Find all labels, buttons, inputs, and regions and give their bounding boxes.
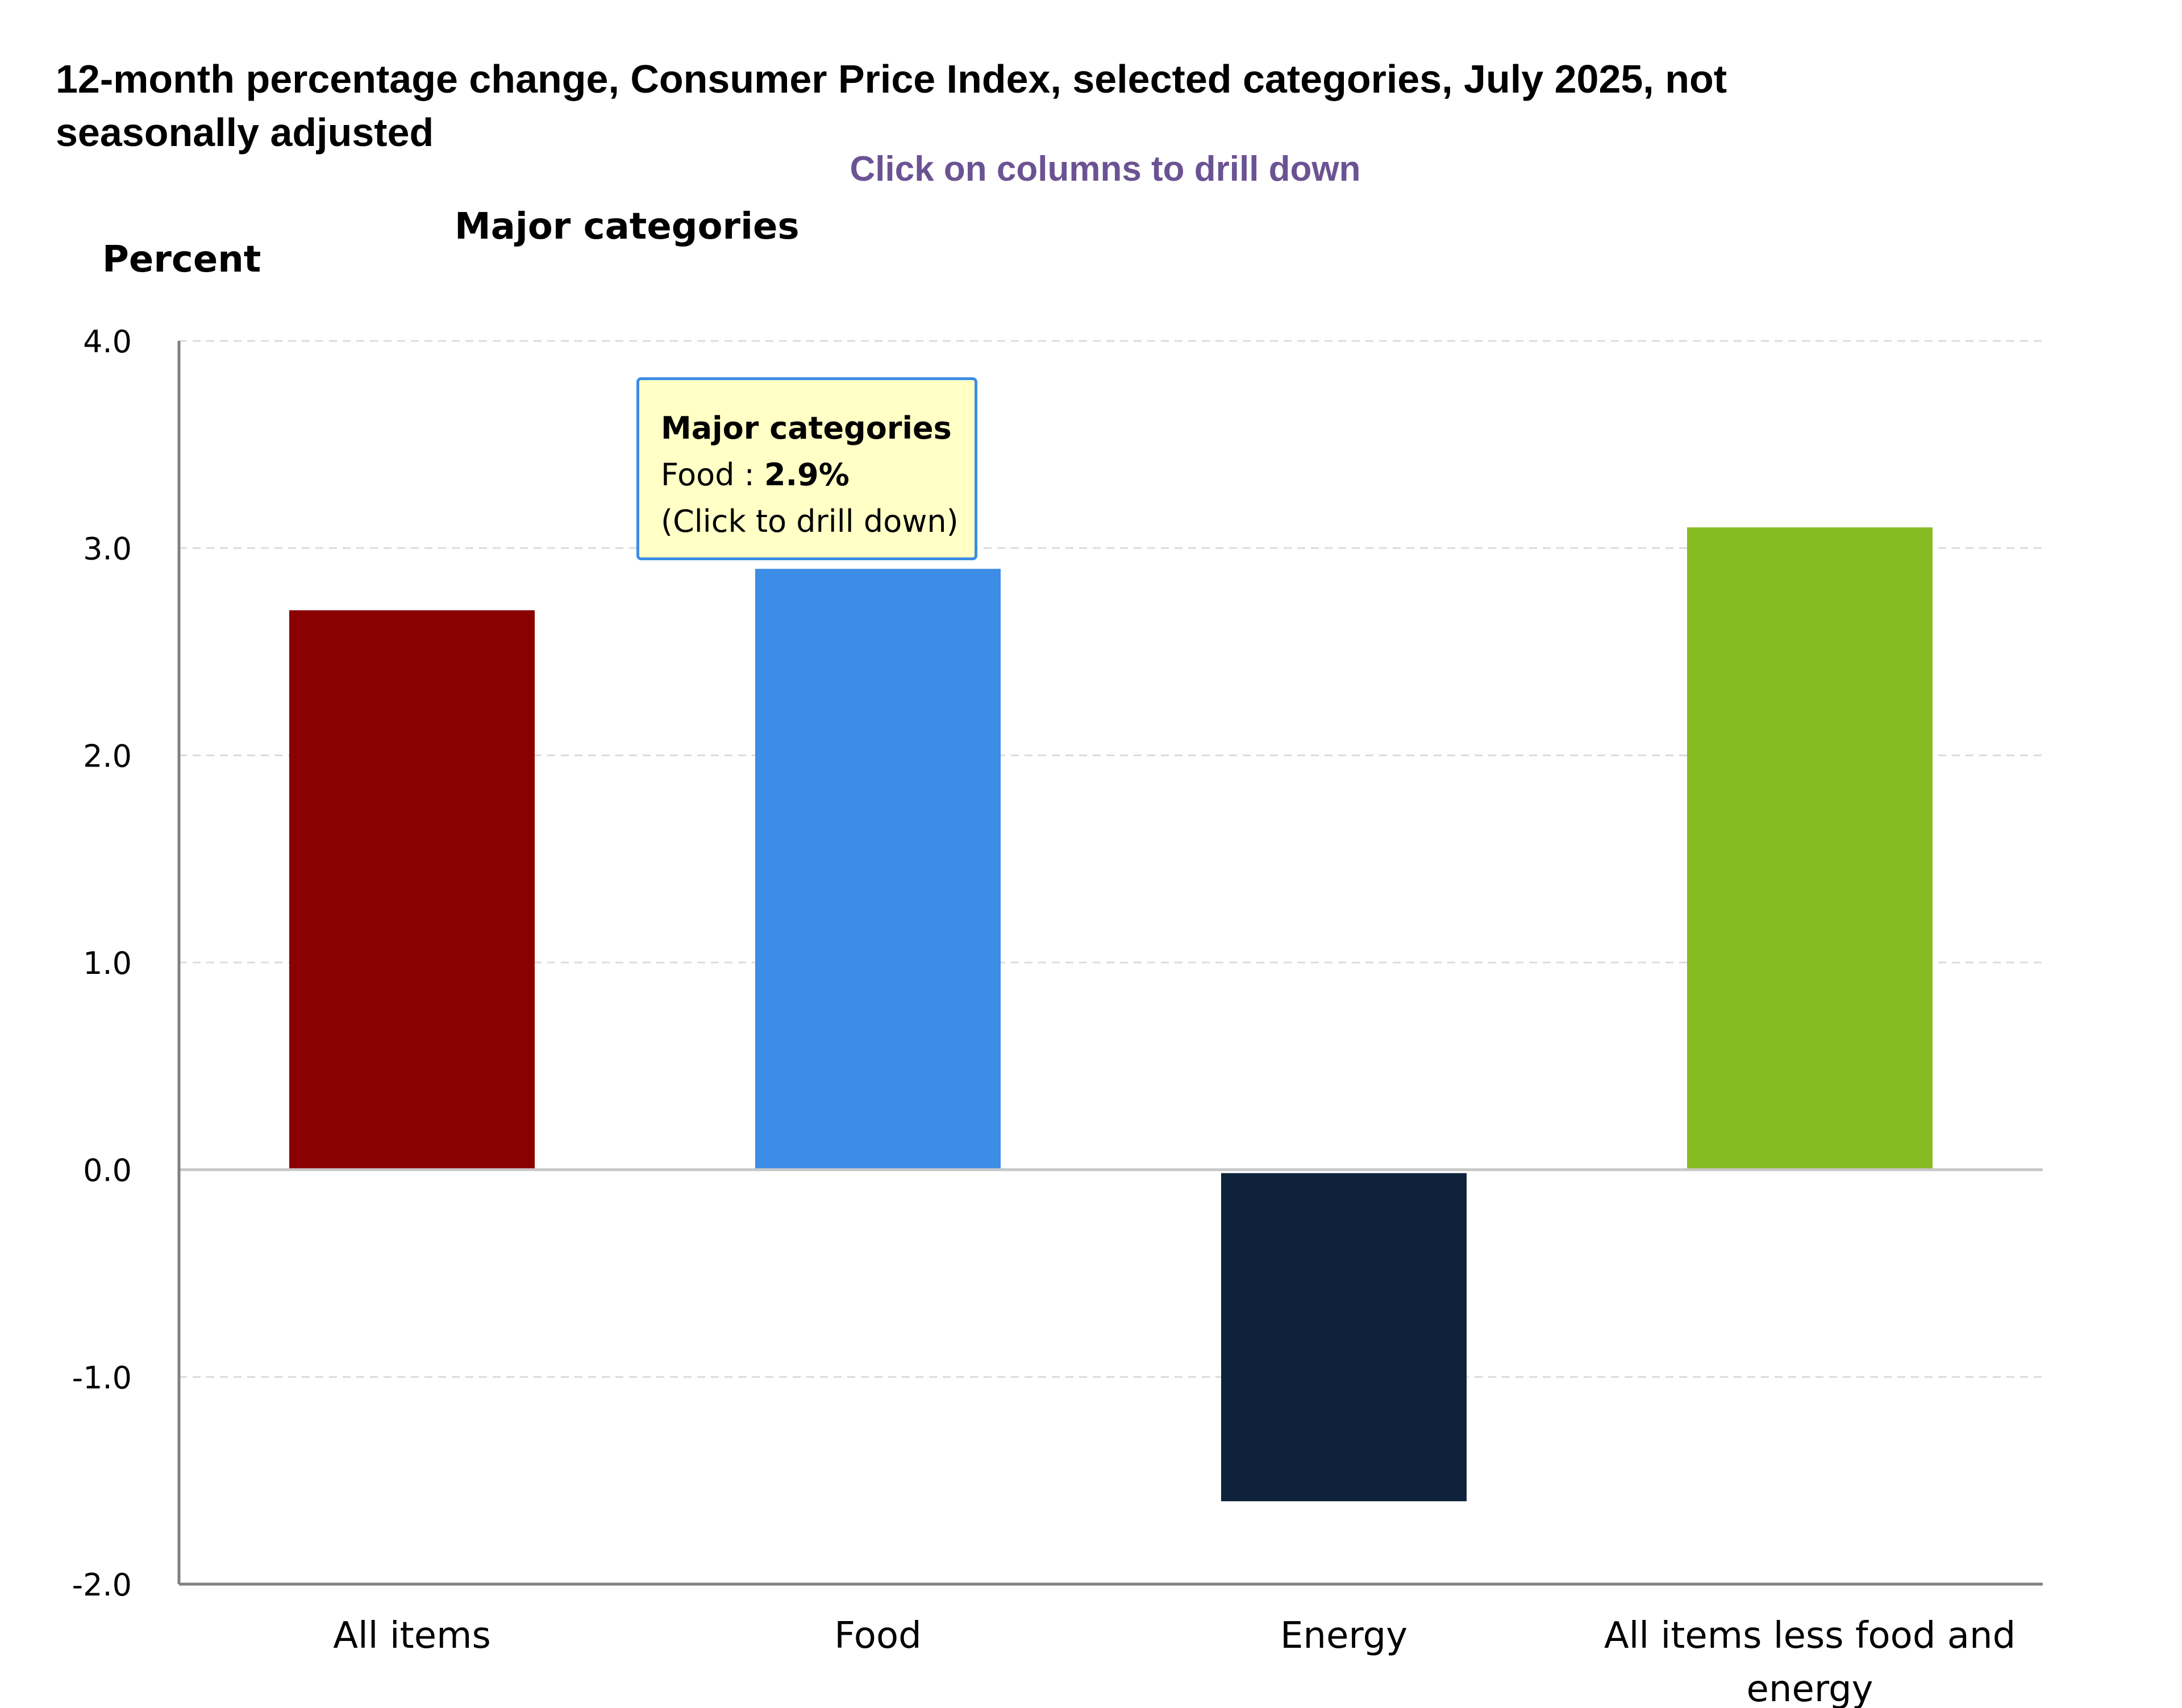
tooltip-separator: : — [734, 457, 765, 493]
x-tick-label: energy — [1747, 1668, 1873, 1708]
grid-lines — [179, 340, 2043, 1378]
tooltip-title: Major categories — [661, 410, 952, 446]
y-tick-label: 2.0 — [83, 738, 132, 774]
y-tick-label: 1.0 — [83, 945, 132, 981]
tooltip-value-line: Food : 2.9% — [661, 452, 953, 498]
x-tick-label: All items less food and — [1604, 1615, 2016, 1657]
chart-title: 12-month percentage change, Consumer Pri… — [56, 57, 1727, 155]
x-tick-label: All items — [333, 1615, 491, 1657]
x-tick-label: Food — [834, 1615, 921, 1657]
bar-all-items[interactable] — [289, 610, 535, 1170]
y-tick-labels: 4.0 3.0 2.0 1.0 0.0 -1.0 -2.0 — [72, 324, 132, 1603]
y-tick-label: 3.0 — [83, 531, 132, 567]
bar-food[interactable] — [755, 569, 1001, 1170]
tooltip-hint: (Click to drill down) — [661, 503, 959, 539]
tooltip-category: Food — [661, 457, 735, 493]
axes — [177, 341, 2043, 1586]
y-tick-label: -1.0 — [72, 1360, 132, 1395]
y-tick-label: 0.0 — [83, 1153, 132, 1189]
x-tick-label: Energy — [1280, 1615, 1408, 1657]
tooltip-value: 2.9% — [764, 457, 850, 493]
bar-tooltip: Major categories Food : 2.9% (Click to d… — [636, 377, 977, 560]
y-axis-label: Percent — [102, 239, 261, 281]
drill-down-hint: Click on columns to drill down — [850, 149, 1361, 189]
x-tick-labels: All items Food Energy All items less food a… — [333, 1615, 2016, 1708]
bar-all-items-less-food-and-energy[interactable] — [1687, 527, 1933, 1170]
chart-subtitle: Major categories — [455, 206, 799, 248]
bar-energy[interactable] — [1221, 1173, 1467, 1502]
bars[interactable] — [289, 527, 1933, 1502]
y-tick-label: 4.0 — [83, 324, 132, 360]
y-tick-label: -2.0 — [72, 1567, 132, 1603]
